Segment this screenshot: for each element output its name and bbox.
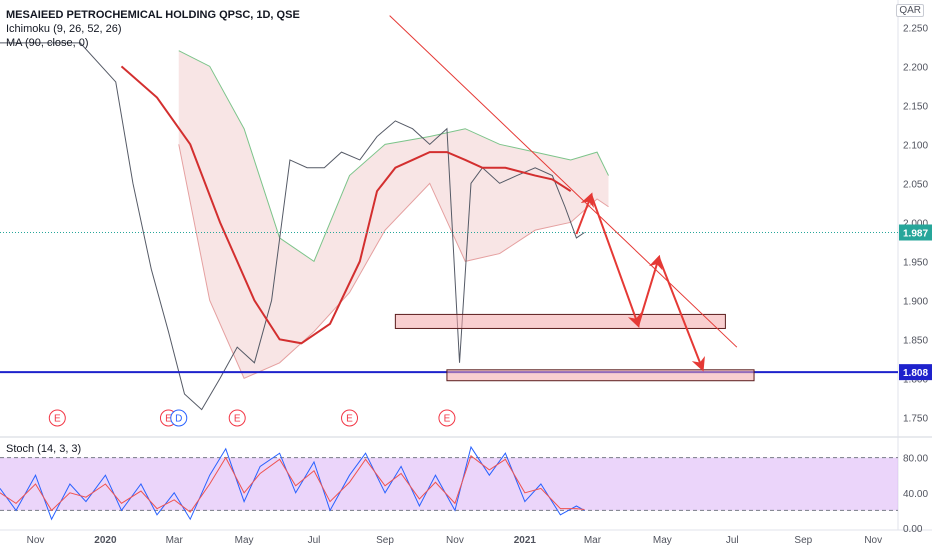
support-zone-box[interactable] bbox=[394, 313, 726, 329]
ichimoku-cloud bbox=[178, 50, 609, 380]
y-tick-label: 2.000 bbox=[903, 218, 928, 229]
svg-text:E: E bbox=[444, 414, 451, 425]
earnings-marker[interactable]: E bbox=[228, 409, 246, 427]
svg-text:E: E bbox=[346, 414, 353, 425]
y-tick-label: 1.750 bbox=[903, 413, 928, 424]
svg-text:1.987: 1.987 bbox=[903, 228, 928, 239]
stoch-band bbox=[0, 457, 898, 511]
svg-text:E: E bbox=[165, 414, 172, 425]
x-tick-label: Mar bbox=[584, 535, 602, 546]
x-tick-label: Sep bbox=[794, 535, 812, 546]
y-tick-label: 2.200 bbox=[903, 62, 928, 73]
price-series bbox=[0, 42, 898, 411]
x-tick-label: Mar bbox=[166, 535, 184, 546]
stoch-tick-label: 40.00 bbox=[903, 489, 928, 500]
price-axis-label: 1.808 bbox=[899, 364, 932, 381]
senkou-span-b bbox=[178, 144, 609, 380]
y-tick-label: 2.150 bbox=[903, 101, 928, 112]
projection-arrow-segment[interactable] bbox=[657, 257, 705, 372]
kumo-fill bbox=[178, 50, 609, 379]
y-tick-label: 2.100 bbox=[903, 140, 928, 151]
stoch-k-line bbox=[0, 445, 585, 521]
ma-90-line bbox=[120, 65, 572, 345]
downtrend-line[interactable] bbox=[389, 15, 738, 348]
y-tick-label: 1.850 bbox=[903, 335, 928, 346]
y-tick-label: 1.900 bbox=[903, 296, 928, 307]
x-tick-label: Nov bbox=[27, 535, 45, 546]
x-tick-label: Sep bbox=[376, 535, 394, 546]
price-line bbox=[0, 42, 585, 411]
x-tick-label: 2020 bbox=[94, 535, 117, 546]
earnings-marker[interactable]: E bbox=[48, 409, 66, 427]
x-tick-label: May bbox=[235, 535, 254, 546]
svg-text:E: E bbox=[234, 414, 241, 425]
stochastic-pane bbox=[0, 445, 898, 521]
earnings-marker[interactable]: E bbox=[341, 409, 359, 427]
ichimoku-legend[interactable]: Ichimoku (9, 26, 52, 26) bbox=[6, 23, 122, 35]
price-axis-label: 1.987 bbox=[899, 224, 932, 241]
svg-text:E: E bbox=[54, 414, 61, 425]
dividend-marker[interactable]: D bbox=[170, 409, 188, 427]
y-tick-label: 2.050 bbox=[903, 179, 928, 190]
x-tick-label: Jul bbox=[308, 535, 321, 546]
y-tick-label: 1.950 bbox=[903, 257, 928, 268]
currency-badge[interactable]: QAR bbox=[896, 4, 924, 17]
svg-text:1.808: 1.808 bbox=[903, 368, 928, 379]
y-tick-label: 2.250 bbox=[903, 23, 928, 34]
support-zone-box[interactable] bbox=[446, 369, 755, 382]
x-tick-label: Nov bbox=[446, 535, 464, 546]
senkou-span-a bbox=[178, 50, 609, 263]
stoch-d-line bbox=[0, 455, 585, 513]
earnings-marker[interactable]: E bbox=[438, 409, 456, 427]
x-tick-label: May bbox=[653, 535, 672, 546]
x-tick-label: Nov bbox=[864, 535, 882, 546]
projection-arrow-segment[interactable] bbox=[575, 192, 594, 235]
symbol-title[interactable]: MESAIEED PETROCHEMICAL HOLDING QPSC, 1D,… bbox=[6, 9, 300, 21]
x-tick-label: 2021 bbox=[514, 535, 537, 546]
grid bbox=[0, 0, 932, 531]
stoch-tick-label: 0.00 bbox=[903, 524, 923, 535]
ma-legend[interactable]: MA (90, close, 0) bbox=[6, 37, 89, 49]
x-tick-label: Jul bbox=[726, 535, 739, 546]
stoch-tick-label: 80.00 bbox=[903, 454, 928, 465]
stoch-legend[interactable]: Stoch (14, 3, 3) bbox=[6, 443, 82, 455]
svg-text:D: D bbox=[175, 414, 182, 425]
projection-arrow-segment[interactable] bbox=[637, 254, 663, 326]
projection-arrow-segment[interactable] bbox=[590, 194, 642, 328]
axes: 2.250 2.200 2.150 2.100 2.050 2.000 1.950 1.900… bbox=[27, 23, 932, 546]
